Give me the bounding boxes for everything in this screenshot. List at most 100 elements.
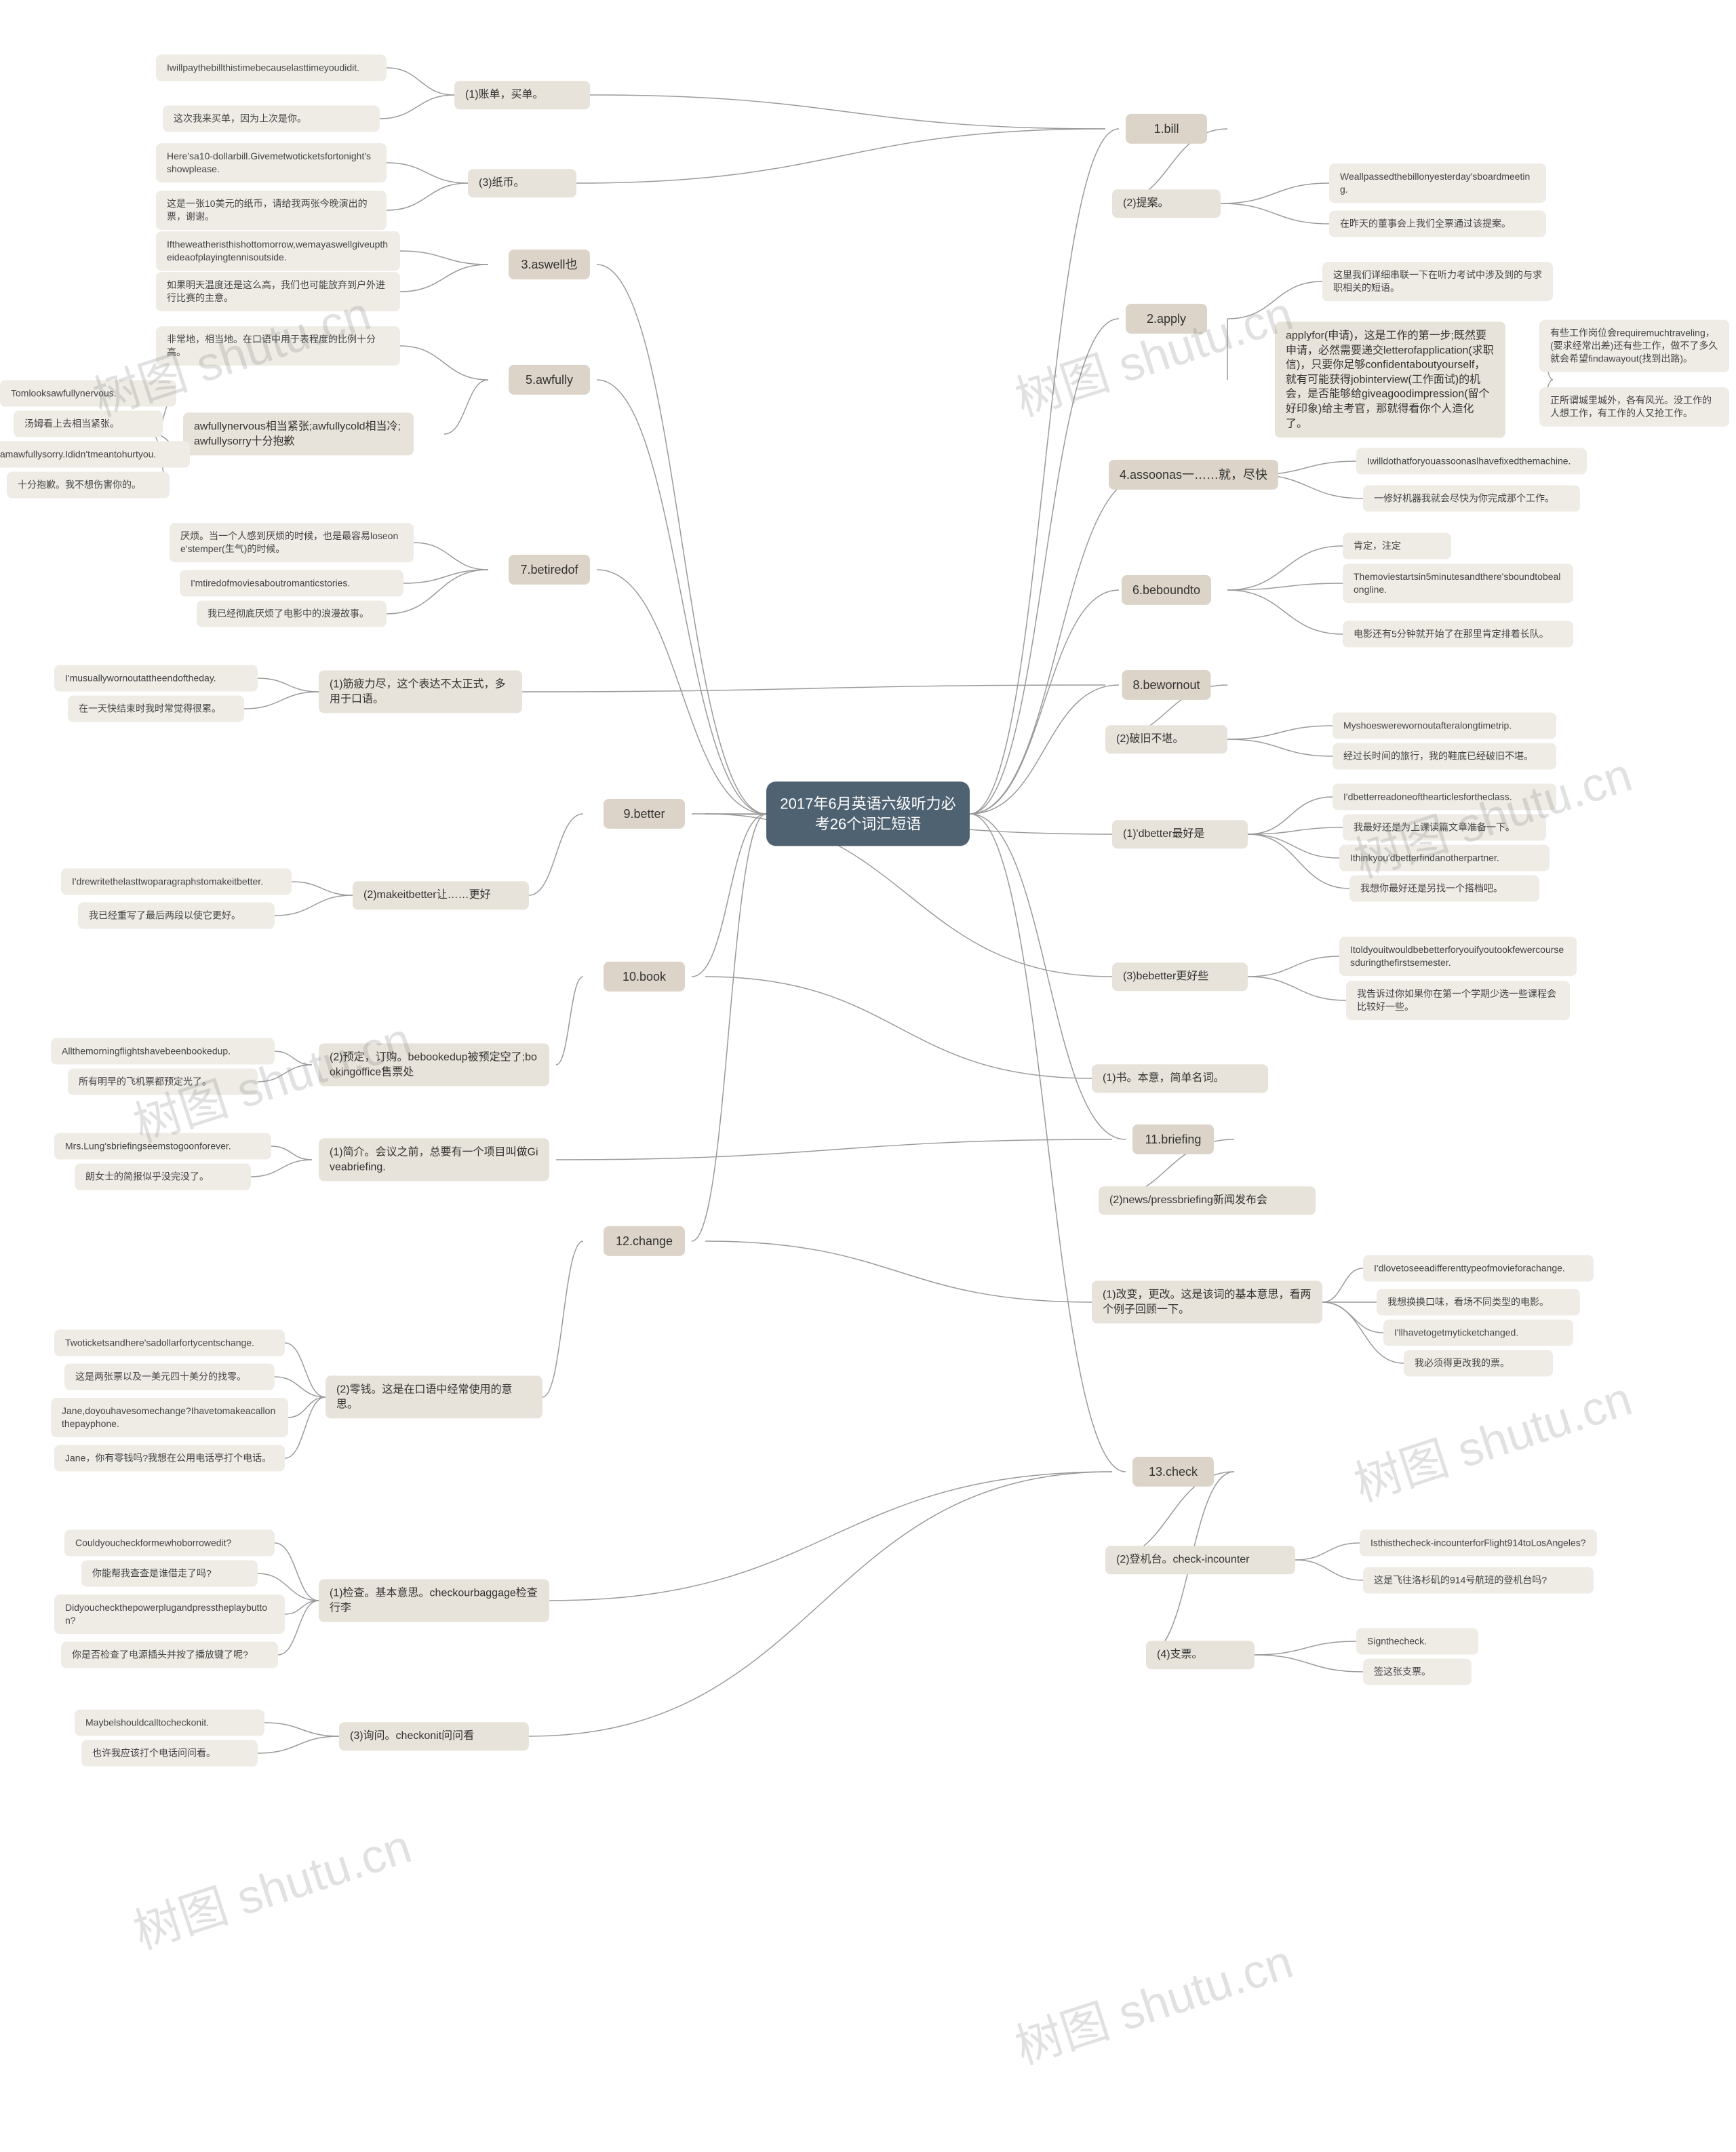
edge-n9-n9b xyxy=(529,814,583,895)
edge-n13-n13a xyxy=(549,1472,1112,1601)
edge-n11a-n11a2 xyxy=(251,1160,312,1177)
edge-root-n13 xyxy=(970,814,1126,1472)
node-n12b3: Jane,doyouhavesomechange?Ihavetomakeacal… xyxy=(51,1398,288,1437)
node-n10a: (1)书。本意，简单名词。 xyxy=(1092,1064,1268,1093)
node-n7a: 厌烦。当一个人感到厌烦的时候，也是最容易loseone'stemper(生气)的… xyxy=(170,523,414,562)
edge-n6-n6c xyxy=(1227,590,1343,634)
edge-root-n2 xyxy=(970,319,1119,814)
node-n5b3: Iamawfullysorry.Ididn'tmeantohurtyou. xyxy=(0,442,190,468)
node-n12b: (2)零钱。这是在口语中经常使用的意思。 xyxy=(326,1375,542,1418)
edge-root-n1 xyxy=(970,129,1119,814)
node-n1a: (1)账单，买单。 xyxy=(454,81,590,109)
node-n2b: applyfor(申请)，这是工作的第一步;既然要申请，必然需要递交letter… xyxy=(1275,321,1505,437)
node-n1a1: Iwillpaythebillthistimebecauselasttimeyo… xyxy=(156,55,387,81)
node-n12a4: 我必须得更改我的票。 xyxy=(1404,1350,1553,1377)
node-n2b2: 正所谓城里城外，各有风光。没工作的人想工作，有工作的人又抢工作。 xyxy=(1539,387,1729,427)
node-n12b4: Jane，你有零钱吗?我想在公用电话亭打个电话。 xyxy=(54,1445,285,1472)
edge-n2-n2a xyxy=(1227,281,1322,319)
edge-n9b-n9b1 xyxy=(292,882,353,895)
edge-n3-n3a xyxy=(400,251,488,265)
edge-n8a-n8a2 xyxy=(244,692,319,709)
node-n12a2: 我想换换口味，看场不同类型的电影。 xyxy=(1377,1289,1580,1316)
node-n9a3: Ithinkyou'dbetterfindanotherpartner. xyxy=(1339,845,1550,872)
edge-n5-n5b xyxy=(444,380,488,434)
node-n5b: awfullynervous相当紧张;awfullycold相当冷;awfull… xyxy=(183,412,414,455)
node-n6a: 肯定，注定 xyxy=(1343,533,1451,560)
node-n13d: (4)支票。 xyxy=(1146,1641,1255,1669)
edge-n1-n1a xyxy=(590,95,1105,129)
edge-n8a-n8a1 xyxy=(258,678,319,692)
watermark-5: 树图 shutu.cn xyxy=(124,1808,419,1962)
node-n10b: (2)预定，订购。bebookedup被预定空了;bookingoffice售票… xyxy=(319,1043,549,1086)
edge-n9c-n9c2 xyxy=(1248,977,1346,1000)
node-n2a: 这里我们详细串联一下在听力考试中涉及到的与求职相关的短语。 xyxy=(1322,262,1553,301)
edge-n10-n10a xyxy=(705,977,1092,1078)
node-n8a2: 在一天快结束时我时常觉得很累。 xyxy=(68,696,244,722)
edge-n1b-n1b2 xyxy=(1221,203,1329,224)
node-n9c1: Itoldyouitwouldbebetterforyouifyoutookfe… xyxy=(1339,937,1577,976)
edge-n1b-n1b1 xyxy=(1221,183,1329,203)
edge-n12a-n12a1 xyxy=(1322,1268,1363,1302)
node-n11a1: Mrs.Lung'sbriefingseemstogoonforever. xyxy=(54,1133,271,1160)
node-n1c2: 这是一张10美元的纸币，请给我两张今晚演出的票，谢谢。 xyxy=(156,191,387,230)
node-n1: 1.bill xyxy=(1126,114,1207,144)
node-n2b1: 有些工作岗位会requiremuchtraveling，(要求经常出差)还有些工… xyxy=(1539,320,1729,372)
node-n1b2: 在昨天的董事会上我们全票通过该提案。 xyxy=(1329,211,1546,237)
edge-root-n12 xyxy=(692,814,766,1241)
edge-n12a-n12a3 xyxy=(1322,1302,1383,1333)
edge-n11a-n11a1 xyxy=(271,1146,312,1160)
node-n11: 11.briefing xyxy=(1132,1124,1214,1154)
node-n1b: (2)提案。 xyxy=(1112,189,1221,218)
edge-n10b-n10b2 xyxy=(258,1065,312,1082)
node-n8a1: I'musuallywornoutattheendoftheday. xyxy=(54,665,258,692)
node-n1c: (3)纸币。 xyxy=(468,169,576,197)
node-n8b2: 经过长时间的旅行，我的鞋底已经破旧不堪。 xyxy=(1333,743,1556,770)
node-n10b1: Allthemorningflightshavebeenbookedup. xyxy=(51,1038,275,1065)
edge-n10b-n10b1 xyxy=(275,1051,312,1065)
node-n12b1: Twoticketsandhere'sadollarfortycentschan… xyxy=(54,1330,285,1356)
node-n7b: I'mtiredofmoviesaboutromanticstories. xyxy=(180,570,403,597)
edge-root-n4 xyxy=(970,475,1146,814)
node-n13a: (1)检查。基本意思。checkourbaggage检查行李 xyxy=(319,1579,549,1622)
node-n9c: (3)bebetter更好些 xyxy=(1112,962,1248,991)
edge-n3-n3b xyxy=(400,265,488,292)
edge-n8b-n8b2 xyxy=(1227,739,1333,756)
edge-n7-n7b xyxy=(403,570,488,583)
edge-n13b-n13b1 xyxy=(1295,1543,1360,1560)
edge-root-n5 xyxy=(597,380,766,814)
node-n3: 3.aswell也 xyxy=(509,250,590,279)
node-n1b1: Weallpassedthebillonyesterday'sboardmeet… xyxy=(1329,163,1546,203)
edge-n9a-n9a1 xyxy=(1248,797,1333,834)
node-n13c2: 也许我应该打个电话问问看。 xyxy=(81,1740,258,1767)
edge-n5-n5a xyxy=(400,346,488,380)
node-n4a: Iwilldothatforyouassoonaslhavefixedthema… xyxy=(1356,448,1587,475)
edge-n13d-n13d2 xyxy=(1255,1655,1363,1672)
watermark-1: 树图 shutu.cn xyxy=(1006,275,1301,429)
node-n5b4: 十分抱歉。我不想伤害你的。 xyxy=(7,472,170,498)
edge-n13-n13c xyxy=(529,1472,1112,1736)
node-n13d2: 签这张支票。 xyxy=(1363,1659,1472,1685)
edge-n13d-n13d1 xyxy=(1255,1641,1356,1655)
edge-n9a-n9a4 xyxy=(1248,834,1349,888)
edge-n1a-n1a2 xyxy=(380,95,454,119)
edge-n8-n8a xyxy=(522,685,1105,692)
node-n6: 6.beboundto xyxy=(1122,575,1211,605)
node-n11a: (1)简介。会议之前，总要有一个项目叫做Giveabriefing. xyxy=(319,1138,549,1181)
node-n11a2: 朗女士的简报似乎没完没了。 xyxy=(75,1164,251,1190)
node-n1c1: Here'sa10-dollarbill.Givemetwoticketsfor… xyxy=(156,143,387,182)
edge-n12b-n12b2 xyxy=(275,1377,326,1397)
edge-n13b-n13b2 xyxy=(1295,1560,1363,1580)
node-n13b1: Isthisthecheck-incounterforFlight914toLo… xyxy=(1360,1530,1597,1557)
edge-n1-n1c xyxy=(576,129,1105,183)
node-n6c: 电影还有5分钟就开始了在那里肯定排着长队。 xyxy=(1343,621,1573,648)
edge-n1c-n1c2 xyxy=(387,183,468,210)
node-n9a4: 我想你最好还是另找一个搭档吧。 xyxy=(1349,876,1539,902)
node-n5a: 非常地，相当地。在口语中用于表程度的比例十分高。 xyxy=(156,326,400,366)
edge-root-n8 xyxy=(970,685,1119,814)
node-n13: 13.check xyxy=(1132,1457,1214,1487)
node-n2: 2.apply xyxy=(1126,304,1207,334)
edge-root-n10 xyxy=(692,814,766,977)
node-n3a: Iftheweatheristhishottomorrow,wemayaswel… xyxy=(156,231,400,271)
node-n5: 5.awfully xyxy=(509,365,590,395)
node-n4: 4.assoonas一……就，尽快 xyxy=(1109,460,1278,490)
